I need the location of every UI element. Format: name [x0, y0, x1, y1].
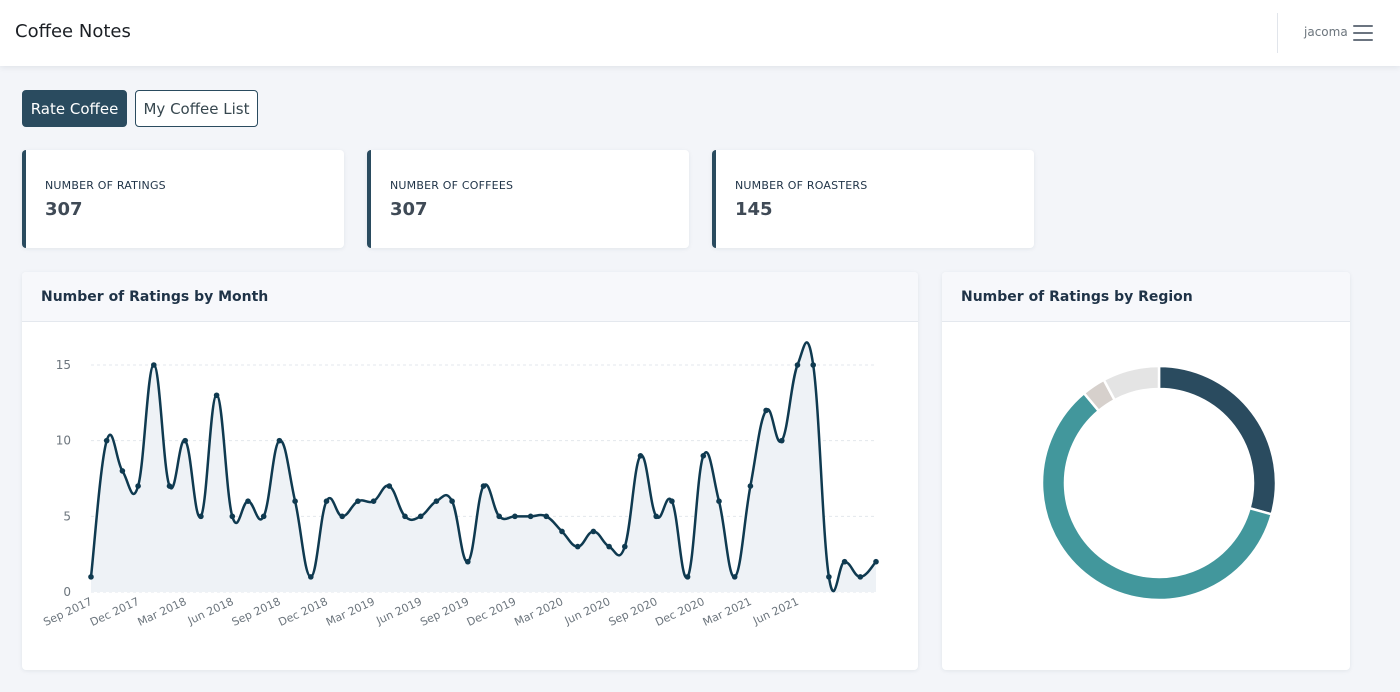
y-tick-label: 10	[56, 434, 71, 448]
x-tick-label: Sep 2019	[418, 595, 471, 629]
ratings-by-region-header: Number of Ratings by Region	[942, 272, 1350, 322]
ratings-by-month-title: Number of Ratings by Month	[41, 289, 269, 305]
data-point[interactable]	[622, 543, 628, 550]
y-tick-label: 15	[56, 358, 71, 372]
hamburger-menu-icon[interactable]	[1353, 25, 1373, 41]
data-point[interactable]	[731, 574, 738, 580]
data-point[interactable]	[308, 574, 314, 580]
data-point[interactable]	[323, 498, 330, 504]
y-tick-label: 5	[63, 509, 71, 523]
data-point[interactable]	[810, 362, 816, 368]
coffees-stat-card: NUMBER OF COFFEES 307	[367, 150, 689, 248]
x-tick-label: Dec 2017	[88, 595, 141, 629]
data-point[interactable]	[292, 498, 298, 504]
data-point[interactable]	[433, 498, 440, 504]
donut-slice[interactable]	[1102, 364, 1161, 402]
data-point[interactable]	[559, 528, 565, 535]
roasters-stat-value: 145	[735, 199, 773, 220]
x-tick-label: Mar 2018	[136, 595, 189, 629]
x-tick-label: Sep 2018	[230, 595, 283, 629]
data-point[interactable]	[684, 574, 691, 580]
data-point[interactable]	[716, 498, 722, 504]
rate-coffee-button[interactable]: Rate Coffee	[22, 90, 127, 127]
nav-divider	[1277, 13, 1278, 53]
data-point[interactable]	[339, 513, 346, 520]
data-point[interactable]	[574, 543, 581, 550]
data-point[interactable]	[103, 437, 110, 444]
donut-slice[interactable]	[1157, 364, 1278, 516]
data-point[interactable]	[480, 483, 487, 489]
data-point[interactable]	[370, 498, 377, 504]
ratings-stat-value: 307	[45, 199, 83, 220]
coffees-stat-label: NUMBER OF COFFEES	[390, 179, 514, 192]
x-tick-label: Jun 2018	[185, 595, 236, 628]
data-point[interactable]	[119, 468, 126, 474]
ratings-stat-card: NUMBER OF RATINGS 307	[22, 150, 344, 248]
x-tick-label: Sep 2020	[607, 595, 660, 629]
data-point[interactable]	[512, 513, 518, 520]
top-navbar: Coffee Notes jacoma	[0, 0, 1400, 66]
data-point[interactable]	[527, 513, 534, 520]
x-tick-label: Mar 2020	[512, 595, 565, 629]
data-point[interactable]	[873, 558, 879, 565]
data-point[interactable]	[465, 558, 471, 565]
data-point[interactable]	[590, 528, 597, 535]
my-coffee-list-button[interactable]: My Coffee List	[135, 90, 258, 127]
data-point[interactable]	[276, 437, 283, 444]
data-point[interactable]	[386, 483, 393, 489]
roasters-stat-card: NUMBER OF ROASTERS 145	[712, 150, 1034, 248]
data-point[interactable]	[355, 498, 361, 504]
data-point[interactable]	[198, 513, 204, 520]
data-point[interactable]	[763, 407, 769, 414]
data-point[interactable]	[213, 392, 220, 399]
roasters-stat-label: NUMBER OF ROASTERS	[735, 179, 868, 192]
ratings-by-month-panel: Number of Ratings by Month 0 5 10 15 Sep 201…	[22, 272, 918, 670]
x-tick-label: Mar 2019	[324, 595, 377, 629]
data-point[interactable]	[245, 498, 251, 504]
data-point[interactable]	[496, 513, 503, 520]
donut-slice[interactable]	[1040, 391, 1274, 602]
data-point[interactable]	[653, 513, 659, 520]
x-tick-label: Jun 2021	[750, 595, 801, 628]
x-tick-label: Jun 2020	[562, 595, 613, 628]
ratings-by-month-header: Number of Ratings by Month	[22, 272, 918, 322]
x-tick-label: Sep 2017	[41, 595, 94, 629]
data-point[interactable]	[88, 574, 94, 580]
data-point[interactable]	[637, 453, 644, 459]
data-point[interactable]	[747, 483, 754, 489]
data-point[interactable]	[402, 513, 408, 520]
data-point[interactable]	[166, 483, 173, 489]
data-point[interactable]	[182, 437, 188, 444]
x-tick-label: Dec 2020	[653, 595, 706, 629]
ratings-by-region-chart	[1040, 364, 1278, 602]
data-point[interactable]	[543, 513, 550, 520]
data-point[interactable]	[417, 513, 424, 520]
data-point[interactable]	[857, 574, 864, 580]
data-point[interactable]	[606, 543, 612, 550]
data-point[interactable]	[669, 498, 675, 504]
coffees-stat-value: 307	[390, 199, 428, 220]
brand-title[interactable]: Coffee Notes	[15, 21, 131, 42]
data-point[interactable]	[260, 513, 267, 520]
ratings-by-region-title: Number of Ratings by Region	[961, 289, 1193, 305]
data-point[interactable]	[449, 498, 455, 504]
data-point[interactable]	[841, 558, 848, 565]
x-tick-label: Dec 2019	[465, 595, 518, 629]
data-point[interactable]	[826, 574, 832, 580]
username-label[interactable]: jacoma	[1304, 25, 1348, 39]
area-fill	[91, 342, 876, 592]
data-point[interactable]	[794, 362, 801, 368]
data-point[interactable]	[135, 483, 141, 489]
y-tick-label: 0	[63, 585, 71, 599]
data-point[interactable]	[700, 453, 707, 459]
x-tick-label: Dec 2018	[276, 595, 329, 629]
data-point[interactable]	[151, 362, 157, 368]
x-tick-label: Mar 2021	[701, 595, 754, 629]
ratings-by-region-panel: Number of Ratings by Region	[942, 272, 1350, 670]
data-point[interactable]	[779, 437, 785, 444]
x-tick-label: Jun 2019	[373, 595, 424, 628]
data-point[interactable]	[229, 513, 236, 520]
ratings-stat-label: NUMBER OF RATINGS	[45, 179, 166, 192]
